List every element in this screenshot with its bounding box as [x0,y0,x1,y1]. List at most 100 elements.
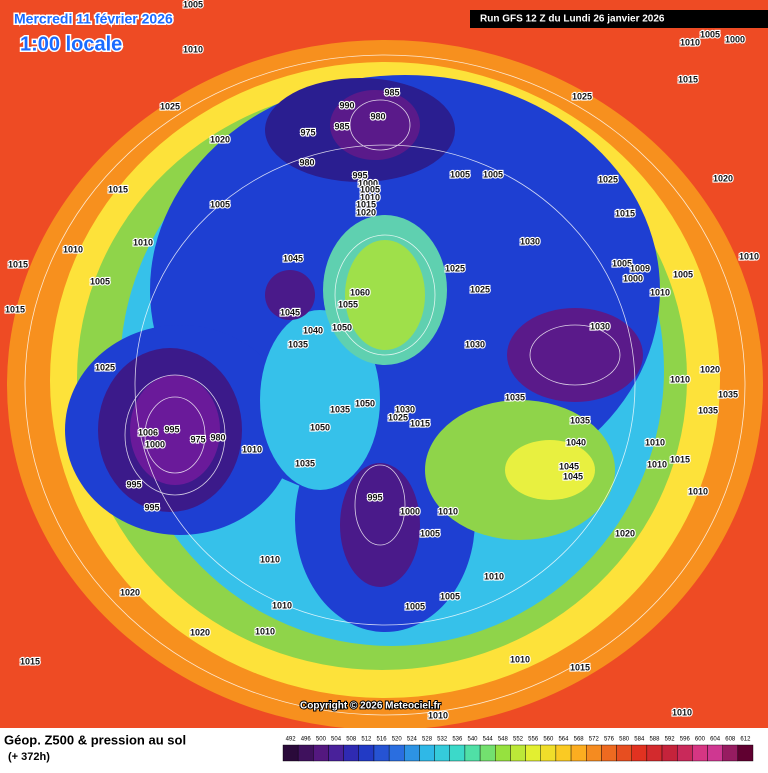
scale-swatch [661,744,678,762]
copyright: Copyright © 2026 Meteociel.fr [300,701,441,712]
isobar-label: 1030 [520,236,540,246]
isobar-label: 995 [144,502,159,512]
isobar-label: 995 [164,424,179,434]
isobar-label: 1010 [645,437,665,447]
scale-swatch [297,744,314,762]
scale-swatch [434,744,450,762]
scale-label: 556 [528,737,539,743]
scale-label: 528 [422,737,433,743]
isobar-label: 1010 [680,37,700,47]
scale-swatch [737,744,754,762]
scale-label: 580 [619,737,630,743]
isobar-label: 1045 [280,307,300,317]
isobar-label: 1005 [483,169,503,179]
scale-label: 540 [468,737,479,743]
isobar-label: 1030 [465,339,485,349]
scale-swatch [328,744,344,762]
scale-swatch [676,744,693,762]
isobar-label: 1010 [510,654,530,664]
scale-swatch [646,744,663,762]
isobar-label: 1025 [160,101,180,111]
run-box [470,10,768,28]
isobar-label: 1045 [283,253,303,263]
isobar-label: 1015 [678,74,698,84]
scale-swatch [449,744,466,762]
isobar-label: 1005 [405,601,425,611]
scale-label: 496 [301,737,312,743]
scale-label: 592 [665,737,676,743]
isobar-label: 1010 [428,710,448,720]
isobar-label: 1025 [572,91,592,101]
isobar-label: 985 [334,121,349,131]
scale-label: 584 [634,737,645,743]
scale-swatch [510,744,526,762]
scale-swatch [282,744,299,762]
isobar-label: 995 [126,479,141,489]
scale-label: 504 [331,737,342,743]
scale-label: 524 [407,737,418,743]
isobar-label: 1010 [739,251,759,261]
scale-swatch [692,744,708,762]
isobar-label: 1015 [670,454,690,464]
isobar-label: 1010 [255,626,275,636]
isobar-label: 1055 [338,299,358,309]
scale-swatch [373,744,390,762]
scale-swatch [419,744,435,762]
scale-label: 500 [316,737,327,743]
isobar-label: 985 [384,87,399,97]
scale-label: 552 [513,737,524,743]
isobar-label: 1020 [713,173,733,183]
isobar-label: 1015 [20,656,40,666]
isobar-label: 995 [352,170,367,180]
run: Run GFS 12 Z du Lundi 26 janvier 2026 [480,14,665,25]
isobar-label: 975 [300,127,315,137]
isobar-label: 1005 [90,276,110,286]
scale-swatch [555,744,572,762]
scale-label: 548 [498,737,509,743]
scale-swatch [388,744,405,762]
isobar-label: 1010 [260,554,280,564]
scale-label: 508 [346,737,357,743]
date: Mercredi 11 février 2026 [14,11,173,27]
scale-label: 608 [725,737,736,743]
isobar-label: 1025 [445,263,465,273]
isobar-label: 1030 [395,404,415,414]
isobar-label: 1010 [242,444,262,454]
scale-label: 560 [543,737,554,743]
scale-label: 612 [740,737,751,743]
isobar-label: 1060 [350,287,370,297]
isobar-label: 1005 [450,169,470,179]
isobar-label: 1035 [718,389,738,399]
isobar-label: 1015 [410,418,430,428]
isobar-label: 1050 [332,322,352,332]
isobar-label: 1006 [138,427,158,437]
scale-label: 564 [558,737,569,743]
isobar-label: 1010 [688,486,708,496]
isobar-label: 1005 [673,269,693,279]
isobar-label: 1010 [272,600,292,610]
isobar-label: 1050 [355,398,375,408]
isobar-label: 1035 [330,404,350,414]
isobar-label: 1010 [63,244,83,254]
isobar-label: 1050 [310,422,330,432]
isobar-label: 1015 [5,304,25,314]
isobar-label: 1020 [120,587,140,597]
scale-swatch [601,744,617,762]
isobar-label: 980 [299,157,314,167]
isobar-label: 1010 [672,707,692,717]
scale-label: 576 [604,737,615,743]
scale-label: 588 [649,737,660,743]
isobar-label: 1005 [420,528,440,538]
scale-swatch [540,744,557,762]
scale-swatch [464,744,481,762]
isobar-label: 1000 [358,178,378,188]
scale-label: 532 [437,737,448,743]
isobar-label: 1010 [183,44,203,54]
isobar-label: 1045 [563,471,583,481]
scale-swatch [404,744,420,762]
isobar-label: 1005 [612,258,632,268]
isobar-label: 1030 [590,321,610,331]
isobar-label: 1010 [133,237,153,247]
lead-time: (+ 372h) [8,751,50,763]
